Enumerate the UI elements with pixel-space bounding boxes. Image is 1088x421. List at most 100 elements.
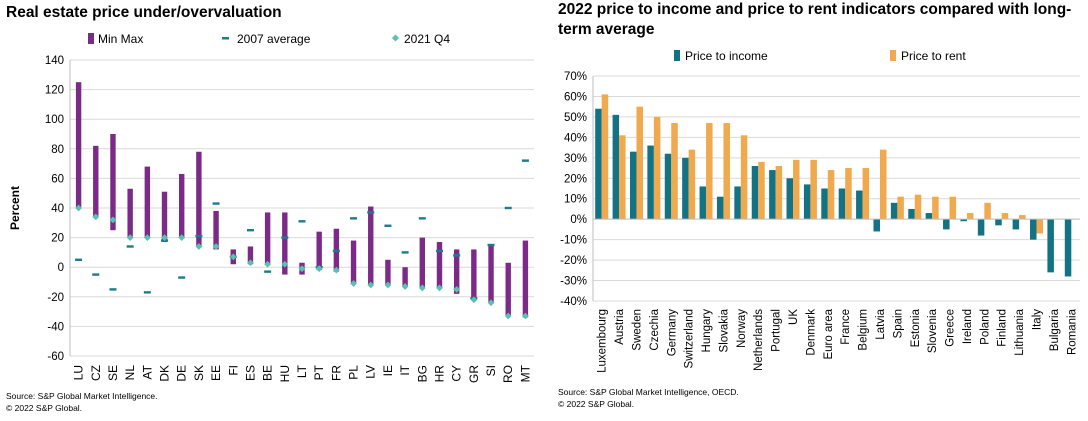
x-tick-label: DK (158, 365, 172, 382)
legend-label-2021-q4: 2021 Q4 (404, 32, 450, 46)
left-chart: Min Max 2007 average 2021 Q4 -60 -40 -20 0 20 40… (8, 32, 534, 383)
range-bar-lu (75, 82, 82, 208)
x-tick-label: Lithuania (1014, 308, 1026, 355)
x-tick-label: PL (347, 365, 361, 380)
x-tick-label: Finland (997, 309, 1009, 347)
range-bar-ie (385, 259, 391, 285)
x-tick-label: CZ (89, 365, 103, 381)
avg-2007-marker-ie (384, 224, 392, 227)
x-tick-label: Czechia (649, 308, 661, 350)
x-tick-label: Bulgaria (1049, 308, 1061, 351)
x-tick-label: Netherlands (753, 309, 765, 371)
bar-price-to-income-netherlands (751, 166, 759, 220)
right-source-note: Source: S&P Global Market Intelligence, … (558, 386, 739, 410)
q4-2021-marker-ie (384, 281, 392, 289)
bar-price-to-rent-austria (619, 135, 626, 220)
bar-price-to-rent-uk (793, 159, 800, 220)
avg-2007-marker-be (264, 270, 272, 273)
legend-label-2007-average: 2007 average (237, 32, 311, 46)
range-bar-ee (213, 210, 219, 250)
bar-price-to-rent-euro-area (827, 170, 835, 220)
right-copyright-line: © 2022 S&P Global. (558, 399, 635, 409)
left-copyright-line: © 2022 S&P Global. (6, 403, 83, 413)
q4-2021-marker-it (401, 283, 409, 290)
bar-price-to-income-finland (995, 219, 1002, 226)
avg-2007-marker-es (246, 229, 254, 232)
q4-2021-marker-de (178, 234, 186, 241)
range-bar-bg (419, 237, 425, 288)
x-tick-label: GR (467, 365, 481, 383)
right-source-line: Source: S&P Global Market Intelligence, … (558, 387, 739, 397)
range-bar-pl (350, 240, 357, 284)
legend-swatch-2007-average (222, 37, 229, 40)
left-chart-title: Real estate price under/overvaluation (6, 4, 282, 21)
bar-price-to-rent-luxembourg (601, 94, 609, 220)
right-y-axis: -40% -30% -20% -10% 0% 10% 20% 30% 40% 50% 60% 70% (560, 71, 1080, 308)
avg-2007-marker-lu (75, 258, 83, 261)
bar-price-to-income-luxembourg (595, 108, 602, 220)
bar-price-to-income-poland (977, 219, 985, 236)
x-tick-label: Germany (666, 309, 678, 357)
y-tick-label: -30% (560, 276, 587, 288)
bar-price-to-income-sweden (629, 151, 637, 220)
avg-2007-marker-pl (350, 217, 358, 220)
range-bar-gr (471, 249, 477, 300)
legend-item-min-max: Min Max (88, 32, 143, 46)
bar-price-to-income-belgium (856, 190, 863, 220)
q4-2021-marker-pt (315, 265, 323, 273)
avg-2007-marker-it (401, 251, 409, 254)
left-source-line: Source: S&P Global Market Intelligence. (6, 391, 158, 401)
avg-2007-marker-at (143, 291, 151, 294)
y-tick-label: 20% (564, 173, 587, 185)
q4-2021-marker-ro (504, 312, 512, 320)
legend-swatch-min-max (88, 33, 94, 44)
q4-2021-marker-fi (229, 253, 237, 261)
bar-price-to-rent-germany (671, 123, 678, 220)
y-tick-label: -20% (560, 255, 587, 267)
x-tick-label: Luxembourg (597, 309, 609, 373)
range-bar-dk (161, 191, 168, 243)
legend-label-price-to-income: Price to income (685, 49, 768, 63)
q4-2021-marker-cz (92, 213, 100, 221)
avg-2007-marker-se (109, 288, 117, 291)
avg-2007-marker-cz (92, 273, 100, 276)
x-tick-label: NL (123, 365, 137, 381)
range-bar-ro (505, 262, 511, 317)
x-tick-label: RO (501, 365, 515, 383)
x-tick-label: CY (450, 365, 464, 382)
y-tick-label: 50% (564, 112, 587, 124)
x-tick-label: Sweden (631, 309, 643, 351)
q4-2021-marker-hu (281, 260, 289, 268)
x-tick-label: IT (398, 364, 412, 375)
bar-price-to-rent-finland (1001, 213, 1009, 220)
y-tick-label: 40% (564, 132, 587, 144)
bar-price-to-income-bulgaria (1047, 219, 1054, 273)
avg-2007-marker-ee (212, 202, 220, 205)
y-tick-label: 0 (58, 262, 64, 274)
legend-swatch-price-to-rent (890, 50, 896, 61)
y-tick-label: 70% (564, 71, 587, 83)
bar-price-to-rent-czechia (653, 116, 661, 220)
bar-price-to-income-germany (664, 153, 672, 220)
x-tick-label: ES (243, 365, 257, 381)
x-tick-label: PT (312, 364, 326, 380)
left-data: LU CZ SE NL AT DK DE SK EE FI ES BE HU LT PT FR PL LV IE IT… (72, 82, 532, 383)
x-tick-label: LV (364, 365, 378, 379)
x-tick-label: SE (106, 365, 120, 381)
range-bar-at (144, 166, 151, 238)
range-bar-sk (196, 151, 202, 247)
y-tick-label: 140 (45, 55, 64, 67)
q4-2021-marker-be (264, 260, 272, 268)
range-bar-hu (282, 212, 288, 275)
bar-price-to-income-latvia (873, 219, 880, 232)
legend-label-price-to-rent: Price to rent (901, 49, 966, 63)
legend-swatch-price-to-income (674, 50, 680, 61)
bar-price-to-rent-spain (897, 196, 904, 220)
x-tick-label: MT (518, 364, 532, 382)
bar-price-to-rent-poland (984, 202, 991, 220)
bar-price-to-income-slovenia (925, 213, 933, 220)
range-bar-cy (453, 249, 460, 294)
bar-price-to-income-ireland (960, 219, 967, 222)
bar-price-to-income-denmark (803, 184, 811, 220)
bar-price-to-rent-netherlands (758, 161, 765, 220)
